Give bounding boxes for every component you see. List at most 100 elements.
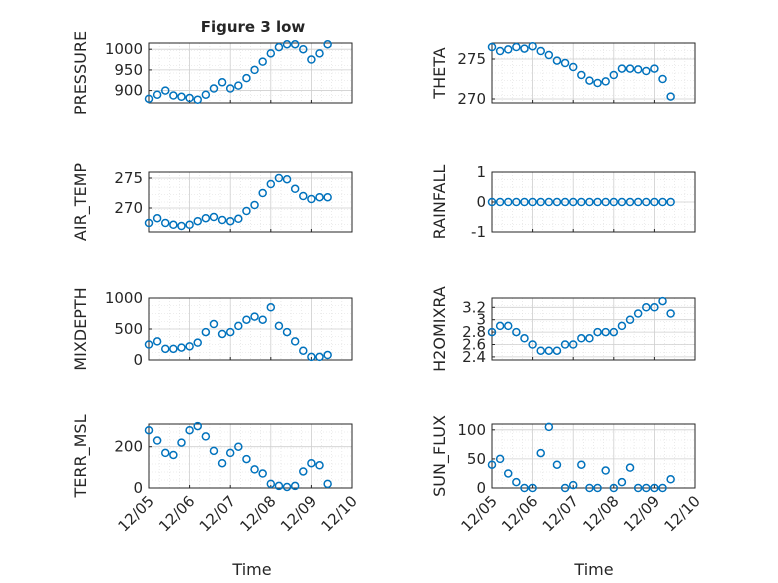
data-point [560, 197, 570, 207]
data-point [560, 58, 570, 68]
data-point [585, 483, 594, 493]
y-tick-label: 950 [114, 61, 143, 79]
data-point [601, 77, 610, 86]
data-point [593, 78, 602, 88]
subplot-theta: 270 275 THETA [430, 41, 696, 108]
data-point [274, 42, 284, 52]
y-tick-label: 200 [114, 438, 143, 456]
data-point [503, 197, 513, 207]
data-point [209, 319, 219, 329]
figure-title: Figure 3 low [201, 18, 306, 36]
data-point [217, 329, 227, 339]
data-point [601, 466, 610, 475]
data-point [577, 460, 586, 469]
data-point [144, 340, 154, 349]
y-tick-label: 0 [476, 193, 486, 211]
data-point [536, 448, 545, 458]
data-point [144, 218, 154, 228]
subplot-air-temp: 270 275 AIR_TEMP [71, 163, 353, 241]
data-point [193, 421, 202, 431]
data-point [169, 450, 178, 460]
data-point [242, 206, 251, 216]
data-point [299, 346, 308, 355]
data-point [185, 425, 194, 435]
data-point [528, 340, 537, 349]
data-point [617, 197, 627, 207]
data-point [601, 327, 610, 337]
data-point [658, 197, 667, 207]
data-point [201, 327, 211, 337]
data-point [225, 216, 235, 226]
data-point [307, 352, 316, 362]
data-point [625, 64, 635, 73]
data-point [193, 95, 202, 104]
data-point [536, 197, 545, 207]
data-point [201, 432, 211, 441]
data-point [282, 174, 292, 184]
data-point [177, 92, 186, 102]
data-point [144, 425, 154, 435]
data-point [185, 220, 194, 230]
data-point [544, 422, 554, 432]
data-point [520, 483, 529, 493]
data-point [528, 197, 537, 207]
data-point [544, 50, 554, 60]
data-point [503, 321, 513, 331]
data-point [552, 197, 562, 207]
data-point [512, 327, 521, 337]
data-point [658, 296, 667, 306]
data-point [495, 197, 505, 207]
data-point [642, 66, 651, 76]
data-point [512, 42, 521, 52]
data-point [593, 483, 602, 493]
data-point [609, 70, 619, 80]
y-axis-label: THETA [430, 47, 449, 99]
data-point [642, 483, 651, 493]
data-point [512, 477, 521, 487]
data-point [585, 197, 594, 207]
data-point [299, 191, 308, 201]
y-axis-label: SUN_FLUX [430, 415, 450, 497]
data-point [258, 188, 267, 198]
data-point [609, 197, 619, 207]
data-point [536, 46, 545, 56]
data-point [577, 70, 586, 80]
y-tick-label: 0 [133, 351, 143, 369]
data-point [242, 315, 251, 324]
data-point [520, 44, 529, 53]
data-point [633, 309, 643, 318]
x-axis-label-left: Time [231, 560, 271, 579]
data-point [666, 475, 675, 484]
data-point [307, 194, 316, 204]
data-point [307, 55, 316, 64]
data-point [560, 340, 570, 349]
data-point [266, 303, 276, 312]
data-point [160, 218, 170, 228]
data-point [560, 483, 570, 493]
data-point [650, 64, 659, 73]
data-point [520, 334, 529, 343]
axes-box [148, 423, 353, 489]
data-point [528, 41, 537, 51]
y-tick-label: 2.4 [462, 348, 486, 366]
data-point [169, 344, 178, 354]
data-point [290, 184, 300, 194]
data-point [650, 303, 659, 312]
y-tick-label: 2.6 [462, 336, 486, 354]
data-point [315, 49, 324, 58]
data-point [495, 46, 505, 56]
data-point [217, 78, 227, 87]
data-point [242, 454, 251, 464]
data-point [609, 483, 619, 493]
data-point [601, 197, 610, 207]
data-point [274, 481, 284, 491]
data-point [290, 337, 300, 346]
data-point [487, 460, 497, 469]
y-tick-label: 275 [457, 50, 486, 68]
data-point [658, 483, 667, 493]
data-point [585, 334, 594, 343]
data-point [209, 212, 219, 222]
data-point [258, 469, 267, 478]
data-point [258, 315, 267, 324]
